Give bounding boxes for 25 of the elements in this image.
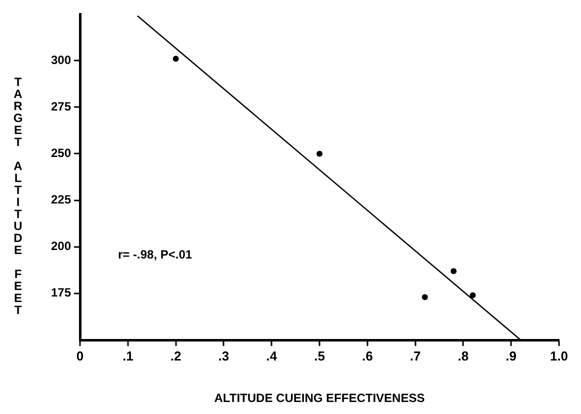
y-tick-label: 200 bbox=[50, 239, 72, 254]
y-tick-label: 275 bbox=[50, 99, 72, 114]
point bbox=[450, 268, 457, 274]
point bbox=[316, 150, 322, 157]
y-tick-label: 250 bbox=[50, 146, 72, 160]
x-tick-label: .1 bbox=[122, 348, 134, 364]
x-tick-label: .4 bbox=[266, 348, 278, 364]
x-tick-label: .8 bbox=[458, 348, 469, 364]
y-tick-label: 175 bbox=[50, 286, 72, 300]
x-tick-label: 1.0 bbox=[550, 348, 568, 364]
point bbox=[422, 294, 428, 300]
x-tick-label: .3 bbox=[218, 348, 230, 364]
y-axis-title: TARGET ALTITUDE FEET bbox=[10, 74, 26, 317]
point bbox=[172, 56, 179, 62]
x-tick-label: .5 bbox=[314, 348, 325, 364]
x-tick-label: 0 bbox=[76, 348, 84, 364]
annotation: r= -.98, P<.01 bbox=[118, 248, 192, 262]
x-axis-title: ALTITUDE CUEING EFFECTIVENESS bbox=[214, 391, 425, 406]
x-tick-label: .7 bbox=[410, 348, 421, 364]
x-tick-label: .2 bbox=[170, 348, 182, 364]
point bbox=[470, 292, 476, 298]
y-tick-label: 300 bbox=[50, 52, 72, 67]
x-tick-label: .6 bbox=[362, 348, 373, 364]
y-tick-label: 225 bbox=[50, 192, 72, 207]
x-tick-label: .9 bbox=[506, 348, 517, 364]
